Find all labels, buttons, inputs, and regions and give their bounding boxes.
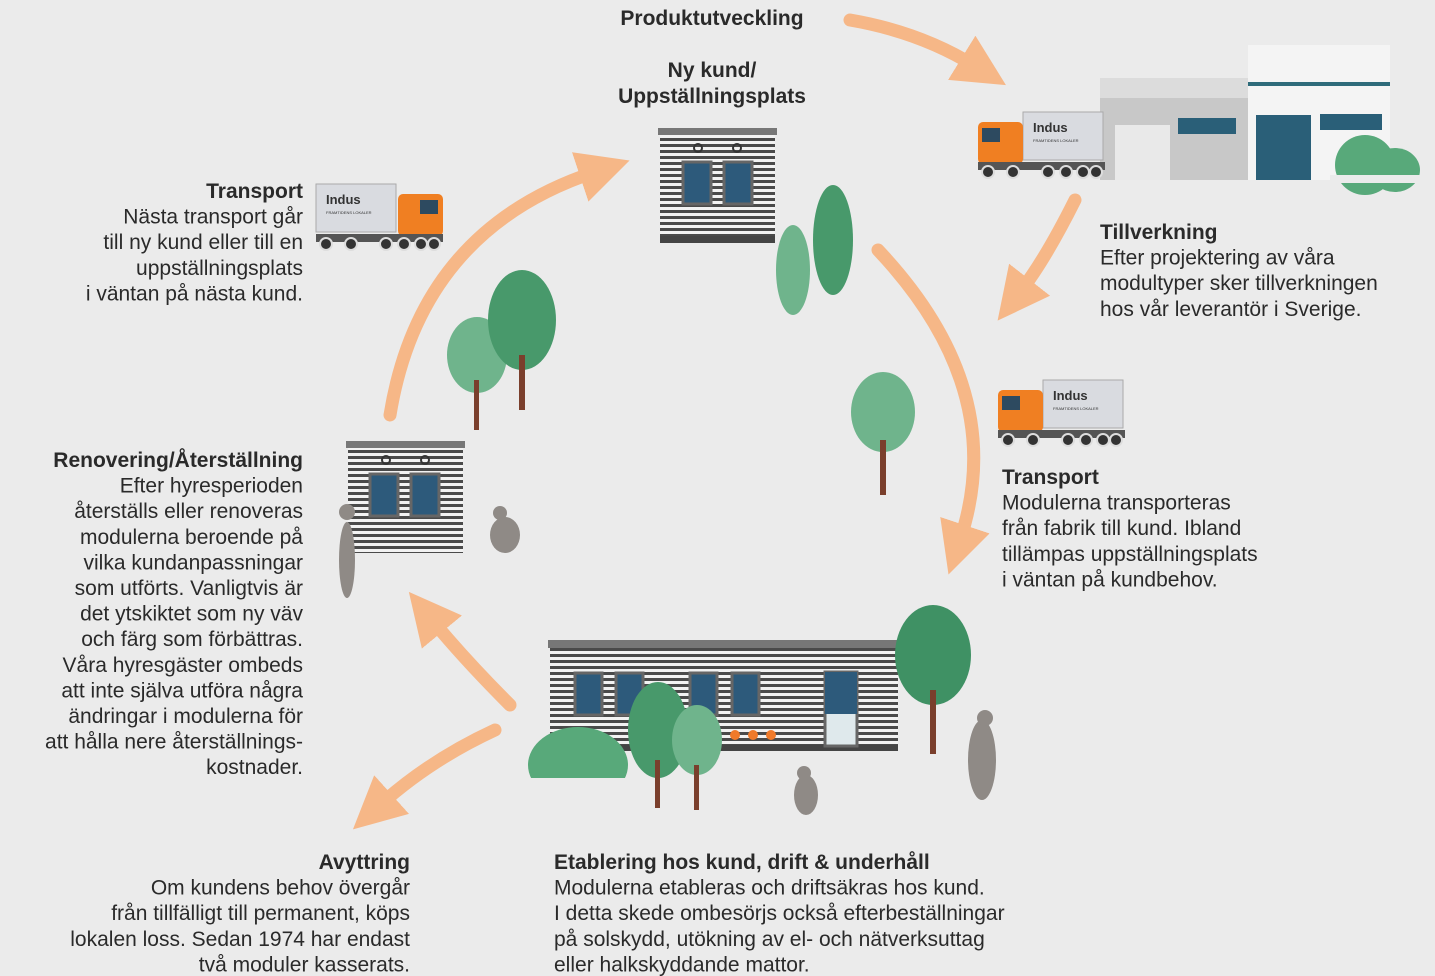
truck-brand: Indus xyxy=(1033,120,1068,135)
truck-brand: Indus xyxy=(326,192,361,207)
wheel xyxy=(982,166,994,178)
step-text: kostnader. xyxy=(206,756,303,779)
wheel xyxy=(415,238,427,250)
module-group xyxy=(520,605,996,815)
wheel xyxy=(1062,434,1074,446)
wheel xyxy=(380,238,392,250)
step-text: ändringar i modulerna för xyxy=(68,705,303,728)
truck-tagline: FRAMTIDENS LOKALER xyxy=(1053,406,1099,411)
wheel xyxy=(1027,434,1039,446)
step-title: Transport xyxy=(1002,466,1099,489)
center-label: Ny kund/ xyxy=(668,59,757,82)
wheel xyxy=(428,238,440,250)
stage-title: Produktutveckling xyxy=(620,7,803,30)
step-title: Transport xyxy=(206,180,303,203)
step-title: Etablering hos kund, drift & underhåll xyxy=(554,851,930,874)
step-text: Nästa transport går xyxy=(123,206,303,229)
truck-tagline: FRAMTIDENS LOKALER xyxy=(326,210,372,215)
step-text: uppställningsplats xyxy=(136,257,303,280)
step-text: på solskydd, utökning av el- och nätverk… xyxy=(554,928,985,951)
wheel xyxy=(1002,434,1014,446)
wheel xyxy=(1097,434,1109,446)
factory xyxy=(1100,45,1420,195)
step-text: det ytskiktet som ny väv xyxy=(80,603,303,626)
step-text: I detta skede ombesörjs också efterbestä… xyxy=(554,902,1005,925)
diagram: Produktutveckling Ny kund/ Uppställnings… xyxy=(0,0,1435,976)
step-text: eller halkskyddande mattor. xyxy=(554,953,810,976)
arrow xyxy=(380,730,495,805)
step-text: Efter projektering av våra xyxy=(1100,247,1335,270)
center-label: Uppställningsplats xyxy=(618,85,806,108)
step-text: tillämpas uppställningsplats xyxy=(1002,543,1258,566)
truck-tagline: FRAMTIDENS LOKALER xyxy=(1033,138,1079,143)
wheel xyxy=(345,238,357,250)
cab-window xyxy=(982,128,1000,142)
step-text: i väntan på nästa kund. xyxy=(86,282,303,305)
step-text: från fabrik till kund. Ibland xyxy=(1002,517,1241,540)
wheel xyxy=(398,238,410,250)
arrow xyxy=(1020,200,1075,292)
wheel xyxy=(1060,166,1072,178)
step-text: hos vår leverantör i Sverige. xyxy=(1100,298,1361,321)
page: Produktutveckling Ny kund/ Uppställnings… xyxy=(0,0,1435,976)
step-text: Modulerna transporteras xyxy=(1002,492,1231,515)
step-text: två moduler kasserats. xyxy=(199,953,410,976)
step-text: Våra hyresgäster ombeds xyxy=(63,654,303,677)
step-text: modultyper sker tillverkningen xyxy=(1100,272,1378,295)
step-title: Tillverkning xyxy=(1100,221,1217,244)
step-text: i väntan på kundbehov. xyxy=(1002,568,1218,591)
wheel xyxy=(1090,166,1102,178)
step-text: till ny kund eller till en xyxy=(103,231,303,254)
step-text: att hålla nere återställnings- xyxy=(45,731,303,754)
wheel xyxy=(1077,166,1089,178)
wheel xyxy=(1110,434,1122,446)
wheel xyxy=(320,238,332,250)
step-title: Renovering/Återställning xyxy=(53,448,303,472)
step-text: från tillfälligt till permanent, köps xyxy=(111,902,410,925)
truck: Indus FRAMTIDENS LOKALER xyxy=(998,380,1125,446)
cab-window xyxy=(1002,396,1020,410)
truck: Indus FRAMTIDENS LOKALER xyxy=(978,112,1105,178)
step-text: Om kundens behov övergår xyxy=(151,877,410,900)
step-text: att inte själva utföra några xyxy=(61,679,303,702)
truck-brand: Indus xyxy=(1053,388,1088,403)
step-text: som utförts. Vanligtvis är xyxy=(75,577,303,600)
arrow xyxy=(850,20,975,66)
step-title: Avyttring xyxy=(319,851,410,874)
wheel xyxy=(1042,166,1054,178)
step-text: modulerna beroende på xyxy=(80,526,303,549)
step-text: lokalen loss. Sedan 1974 har endast xyxy=(70,928,410,951)
step-text: Modulerna etableras och driftsäkras hos … xyxy=(554,877,985,900)
wheel xyxy=(1007,166,1019,178)
step-text: och färg som förbättras. xyxy=(81,628,303,651)
step-text: Efter hyresperioden xyxy=(120,475,303,498)
step-text: återställs eller renoveras xyxy=(74,500,303,523)
module xyxy=(339,441,520,598)
module xyxy=(658,128,777,243)
step-text: vilka kundanpassningar xyxy=(84,551,303,574)
arrow xyxy=(432,620,510,705)
cab-window xyxy=(420,200,438,214)
truck: Indus FRAMTIDENS LOKALER xyxy=(316,184,443,250)
wheel xyxy=(1080,434,1092,446)
